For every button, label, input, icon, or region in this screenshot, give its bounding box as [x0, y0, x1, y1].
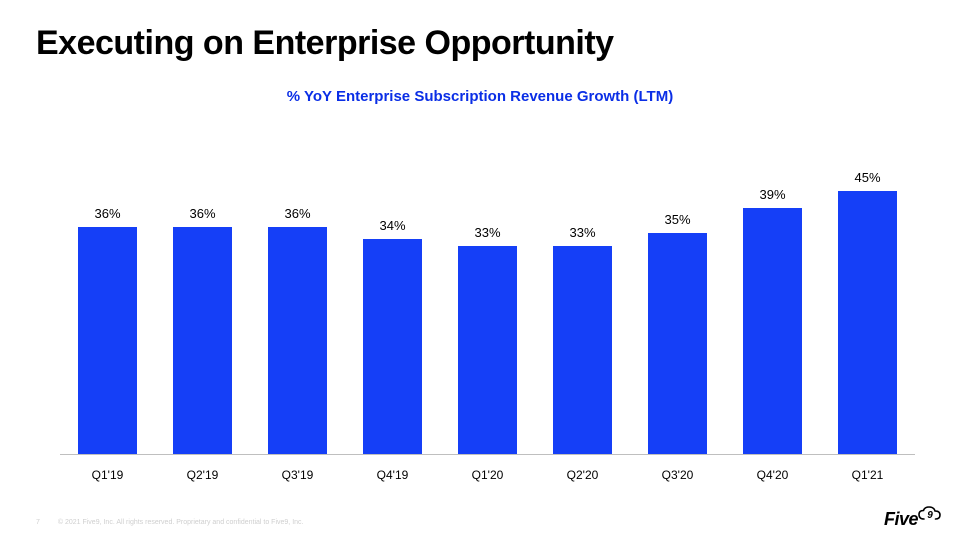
bar-column: 36%: [60, 170, 155, 454]
bar: [648, 233, 707, 454]
bar-column: 33%: [535, 170, 630, 454]
x-axis-label: Q4'20: [725, 468, 820, 482]
bar-chart: 36% 36% 36% 34% 33% 33% 35% 39% 45%: [60, 170, 915, 455]
cloud-icon: 9: [918, 506, 942, 524]
bar-value-label: 35%: [664, 212, 690, 227]
brand-logo: Five 9: [884, 509, 942, 530]
bar-value-label: 33%: [474, 225, 500, 240]
bar-column: 36%: [155, 170, 250, 454]
bar: [458, 246, 517, 454]
bar: [553, 246, 612, 454]
bar-chart-plot: 36% 36% 36% 34% 33% 33% 35% 39% 45%: [60, 170, 915, 455]
bar: [78, 227, 137, 454]
slide: Executing on Enterprise Opportunity % Yo…: [0, 0, 960, 540]
bar: [173, 227, 232, 454]
bar-value-label: 39%: [759, 187, 785, 202]
bar: [838, 191, 897, 454]
x-axis-label: Q2'20: [535, 468, 630, 482]
page-number: 7: [36, 519, 40, 526]
logo-text: Five: [884, 509, 918, 529]
x-axis-label: Q1'19: [60, 468, 155, 482]
bar-column: 45%: [820, 170, 915, 454]
bar-value-label: 45%: [854, 170, 880, 185]
x-axis: Q1'19Q2'19Q3'19Q4'19Q1'20Q2'20Q3'20Q4'20…: [60, 468, 915, 482]
x-axis-label: Q2'19: [155, 468, 250, 482]
x-axis-label: Q4'19: [345, 468, 440, 482]
page-title: Executing on Enterprise Opportunity: [36, 24, 614, 63]
bar-value-label: 36%: [94, 206, 120, 221]
bar-value-label: 36%: [284, 206, 310, 221]
bar-value-label: 36%: [189, 206, 215, 221]
bar-column: 35%: [630, 170, 725, 454]
x-axis-label: Q1'21: [820, 468, 915, 482]
x-axis-label: Q3'19: [250, 468, 345, 482]
bar-column: 33%: [440, 170, 535, 454]
bar-column: 39%: [725, 170, 820, 454]
bar: [363, 239, 422, 454]
bar-column: 34%: [345, 170, 440, 454]
bar-value-label: 33%: [569, 225, 595, 240]
bar-value-label: 34%: [379, 218, 405, 233]
footer: 7 © 2021 Five9, Inc. All rights reserved…: [36, 519, 303, 526]
bar-column: 36%: [250, 170, 345, 454]
x-axis-label: Q3'20: [630, 468, 725, 482]
copyright-notice: © 2021 Five9, Inc. All rights reserved. …: [58, 519, 304, 526]
bar: [268, 227, 327, 454]
chart-subtitle: % YoY Enterprise Subscription Revenue Gr…: [0, 88, 960, 105]
bar: [743, 208, 802, 454]
logo-digit: 9: [927, 510, 933, 521]
x-axis-label: Q1'20: [440, 468, 535, 482]
